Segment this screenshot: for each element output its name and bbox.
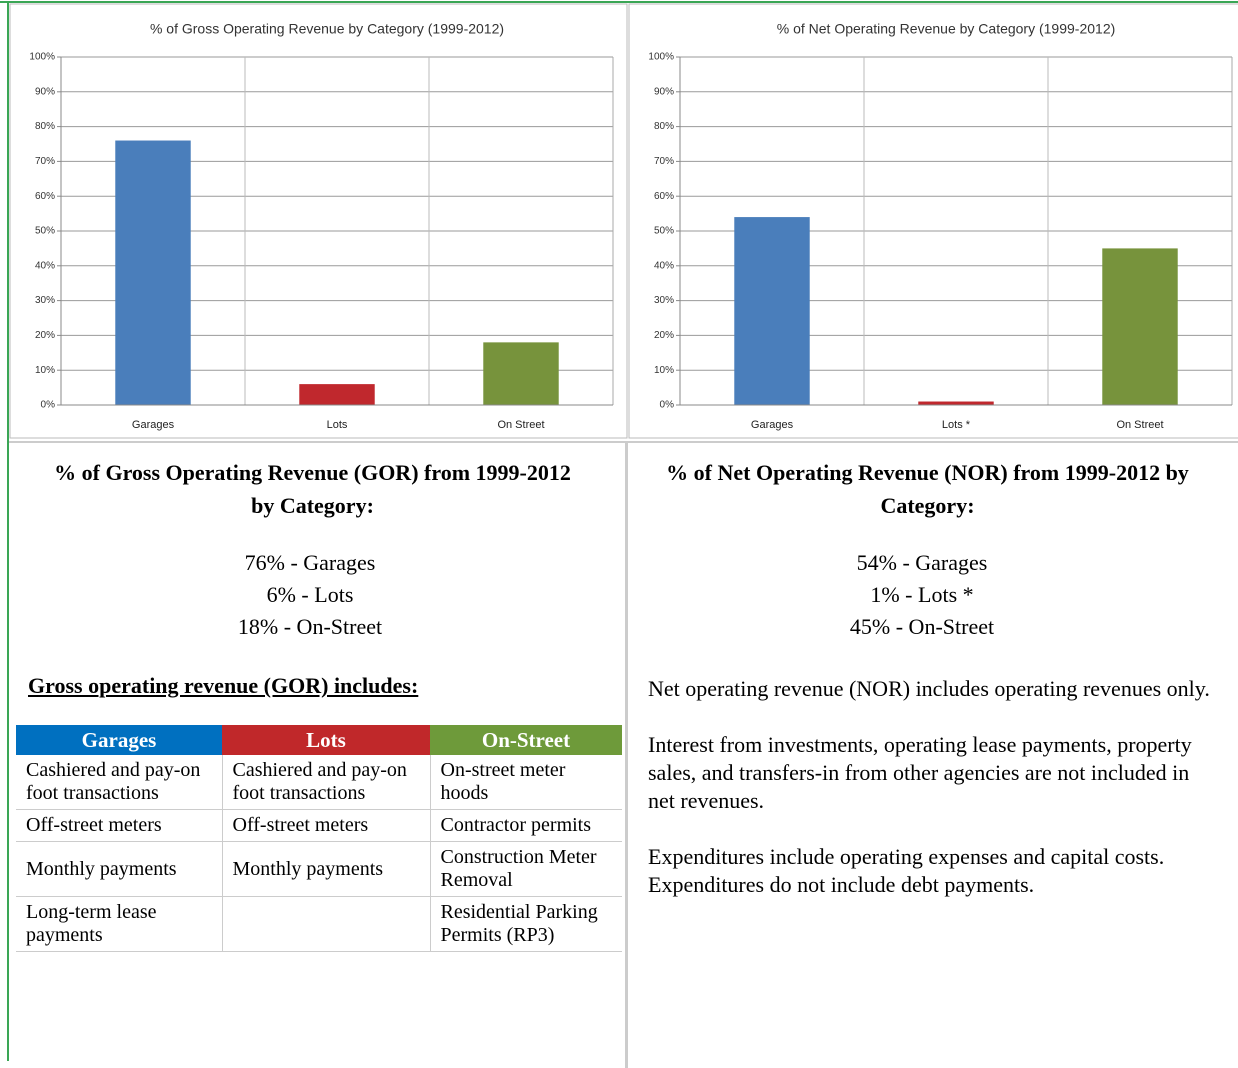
table-cell: Contractor permits bbox=[430, 809, 622, 842]
y-tick-label: 80% bbox=[654, 121, 674, 132]
x-tick-label: Garages bbox=[132, 419, 175, 431]
bar bbox=[918, 401, 994, 405]
table-cell: Construction Meter Removal bbox=[430, 841, 622, 897]
chart-title: % of Net Operating Revenue by Category (… bbox=[777, 21, 1116, 37]
y-tick-label: 60% bbox=[654, 191, 674, 202]
y-tick-label: 20% bbox=[654, 330, 674, 341]
left-heading: % of Gross Operating Revenue (GOR) from … bbox=[54, 460, 571, 518]
line: 54% - Garages bbox=[856, 550, 988, 575]
table-row: Monthly payments Monthly payments Construc… bbox=[16, 841, 622, 897]
bar bbox=[483, 342, 559, 405]
table-cell: Residential Parking Permits (RP3) bbox=[430, 896, 622, 952]
chart: % of Gross Operating Revenue by Category… bbox=[9, 3, 628, 439]
paragraph: Net operating revenue (NOR) includes ope… bbox=[648, 676, 1210, 701]
x-tick-label: Lots bbox=[327, 419, 348, 431]
header-cell: On-Street bbox=[430, 725, 622, 755]
table-cell: Cashiered and pay-on foot transactions bbox=[16, 755, 223, 810]
right-heading: % of Net Operating Revenue (NOR) from 19… bbox=[666, 460, 1189, 518]
notes: Net operating revenue (NOR) includes ope… bbox=[648, 675, 1218, 927]
x-tick-label: Lots * bbox=[942, 419, 971, 431]
y-tick-label: 50% bbox=[654, 226, 674, 237]
y-tick-label: 40% bbox=[654, 260, 674, 271]
line: 18% - On-Street bbox=[237, 614, 383, 639]
x-tick-label: Garages bbox=[751, 419, 794, 431]
table-cell: Long-term lease payments bbox=[16, 896, 223, 952]
bar bbox=[115, 140, 191, 405]
y-tick-label: 80% bbox=[35, 121, 55, 132]
y-tick-label: 70% bbox=[654, 156, 674, 167]
divider-v bbox=[625, 441, 628, 1068]
table-cell: Monthly payments bbox=[222, 841, 431, 897]
paragraph: Expenditures include operating expenses … bbox=[648, 844, 1165, 897]
left-lines: 76% - Garages 6% - Lots 18% - On-Street bbox=[160, 547, 460, 643]
bar bbox=[299, 384, 375, 405]
table-row: Long-term lease payments Residential Park… bbox=[16, 896, 622, 952]
frame-left bbox=[7, 1, 9, 1061]
y-tick-label: 0% bbox=[660, 400, 675, 411]
y-tick-label: 30% bbox=[654, 295, 674, 306]
y-tick-label: 50% bbox=[35, 226, 55, 237]
chart-title: % of Gross Operating Revenue by Category… bbox=[150, 21, 504, 37]
chart: % of Net Operating Revenue by Category (… bbox=[628, 3, 1238, 439]
y-tick-label: 70% bbox=[35, 156, 55, 167]
frame-top bbox=[0, 1, 1238, 3]
line: 1% - Lots * bbox=[870, 582, 974, 607]
table-cell: Off-street meters bbox=[222, 809, 431, 842]
bar bbox=[734, 217, 810, 405]
y-tick-label: 90% bbox=[35, 86, 55, 97]
header-cell: Garages bbox=[16, 725, 222, 755]
y-tick-label: 10% bbox=[35, 365, 55, 376]
table-row: Off-street meters Off-street meters Contra… bbox=[16, 809, 622, 842]
table-row: Cashiered and pay-on foot transactions Ca… bbox=[16, 755, 622, 810]
table-cell: Monthly payments bbox=[16, 841, 223, 897]
paragraph: Interest from investments, operating lea… bbox=[648, 732, 1192, 813]
line: 76% - Garages bbox=[244, 550, 376, 575]
header-cell: Lots bbox=[222, 725, 430, 755]
y-tick-label: 60% bbox=[35, 191, 55, 202]
right-lines: 54% - Garages 1% - Lots * 45% - On-Stree… bbox=[772, 547, 1072, 643]
bar bbox=[1102, 248, 1178, 405]
line: 45% - On-Street bbox=[849, 614, 995, 639]
y-tick-label: 90% bbox=[654, 86, 674, 97]
table-cell: Off-street meters bbox=[16, 809, 223, 842]
divider-h bbox=[9, 441, 1238, 443]
y-tick-label: 40% bbox=[35, 260, 55, 271]
y-tick-label: 30% bbox=[35, 295, 55, 306]
y-tick-label: 20% bbox=[35, 330, 55, 341]
y-tick-label: 100% bbox=[648, 52, 674, 63]
table-cell: Cashiered and pay-on foot transactions bbox=[222, 755, 431, 810]
x-tick-label: On Street bbox=[1116, 419, 1163, 431]
table: Garages Lots On-Street Cashiered and pay… bbox=[16, 725, 622, 952]
table-title: Gross operating revenue (GOR) includes: bbox=[28, 673, 419, 698]
table-cell: On-street meter hoods bbox=[430, 755, 622, 810]
y-tick-label: 0% bbox=[41, 400, 56, 411]
table-cell bbox=[222, 896, 431, 952]
y-tick-label: 100% bbox=[29, 52, 55, 63]
x-tick-label: On Street bbox=[497, 419, 544, 431]
y-tick-label: 10% bbox=[654, 365, 674, 376]
line: 6% - Lots bbox=[266, 582, 354, 607]
